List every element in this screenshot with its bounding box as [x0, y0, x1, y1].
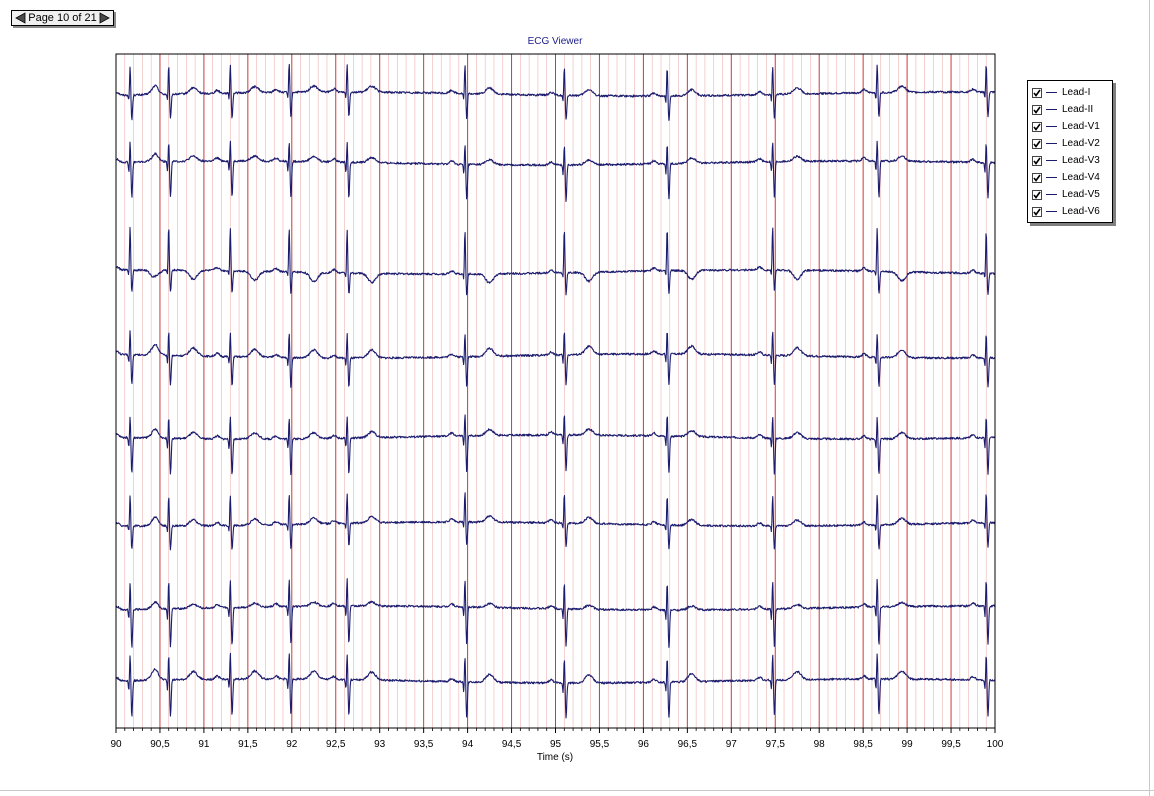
legend-label: Lead-V6 [1062, 206, 1100, 217]
legend-checkbox[interactable] [1032, 121, 1042, 132]
legend-checkbox[interactable] [1032, 172, 1042, 183]
ecg-traces [115, 63, 996, 719]
ecg-trace-lead-v2 [115, 330, 996, 388]
legend-item: Lead-II [1028, 101, 1112, 118]
legend-item: Lead-V1 [1028, 118, 1112, 135]
x-tick-label: 92 [286, 739, 298, 750]
legend-line-swatch [1046, 211, 1057, 212]
ecg-trace-lead-v5 [115, 578, 996, 648]
legend-checkbox[interactable] [1032, 138, 1042, 149]
x-tick-label: 90,5 [150, 739, 170, 750]
legend-line-swatch [1046, 194, 1057, 195]
legend-label: Lead-V1 [1062, 121, 1100, 132]
legend: Lead-I Lead-II Lead-V1 Lead-V2 Lead-V3 Lead-V… [1027, 80, 1113, 223]
x-tick-label: 99 [902, 739, 914, 750]
legend-label: Lead-V5 [1062, 189, 1100, 200]
ecg-trace-lead-v4 [115, 492, 996, 551]
legend-line-swatch [1046, 160, 1057, 161]
legend-item: Lead-V5 [1028, 186, 1112, 203]
legend-label: Lead-I [1062, 87, 1091, 98]
x-tick-label: 94 [462, 739, 474, 750]
legend-checkbox[interactable] [1032, 87, 1042, 98]
legend-item: Lead-I [1028, 84, 1112, 101]
ecg-trace-lead-ii [115, 140, 996, 203]
legend-checkbox[interactable] [1032, 155, 1042, 166]
ecg-trace-lead-i [115, 63, 996, 121]
x-tick-label: 92,5 [326, 739, 346, 750]
legend-item: Lead-V6 [1028, 203, 1112, 220]
legend-item: Lead-V3 [1028, 152, 1112, 169]
grid [115, 54, 996, 728]
ecg-trace-lead-v1 [115, 226, 996, 296]
legend-label: Lead-V4 [1062, 172, 1100, 183]
ecg-trace-lead-v6 [115, 652, 996, 719]
legend-item: Lead-V2 [1028, 135, 1112, 152]
x-tick-label: 99,5 [941, 739, 961, 750]
legend-label: Lead-V2 [1062, 138, 1100, 149]
frame-bottom-border [0, 790, 1154, 791]
frame-right-border [1149, 0, 1150, 796]
legend-label: Lead-II [1062, 104, 1094, 115]
legend-checkbox[interactable] [1032, 104, 1042, 115]
legend-checkbox[interactable] [1032, 206, 1042, 217]
x-tick-label: 98,5 [853, 739, 873, 750]
x-tick-label: 91 [198, 739, 210, 750]
prev-page-icon[interactable] [14, 12, 27, 24]
x-tick-label: 98 [814, 739, 826, 750]
x-axis: 90 90,5 91 91,5 92 92,5 93 93,5 94 94,5 95 95,5 96 96… [110, 728, 1004, 750]
x-tick-label: 95 [550, 739, 562, 750]
legend-checkbox[interactable] [1032, 189, 1042, 200]
x-tick-label: 95,5 [590, 739, 610, 750]
x-tick-label: 96 [638, 739, 650, 750]
legend-line-swatch [1046, 143, 1057, 144]
page-indicator: Page 10 of 21 [28, 12, 97, 24]
next-page-icon[interactable] [98, 12, 111, 24]
legend-line-swatch [1046, 109, 1057, 110]
x-tick-label: 93 [374, 739, 386, 750]
chart-title: ECG Viewer [528, 36, 584, 47]
legend-line-swatch [1046, 126, 1057, 127]
x-tick-label: 97 [726, 739, 738, 750]
legend-label: Lead-V3 [1062, 155, 1100, 166]
x-tick-label: 96,5 [678, 739, 698, 750]
legend-item: Lead-V4 [1028, 169, 1112, 186]
x-tick-label: 100 [987, 739, 1004, 750]
x-tick-label: 90 [110, 739, 122, 750]
x-tick-label: 94,5 [502, 739, 522, 750]
x-tick-label: 93,5 [414, 739, 434, 750]
x-axis-label: Time (s) [537, 752, 573, 763]
ecg-trace-lead-v3 [115, 414, 996, 476]
x-tick-label: 97,5 [766, 739, 786, 750]
x-tick-label: 91,5 [238, 739, 258, 750]
legend-line-swatch [1046, 92, 1057, 93]
legend-line-swatch [1046, 177, 1057, 178]
page-navigator: Page 10 of 21 [11, 10, 114, 26]
